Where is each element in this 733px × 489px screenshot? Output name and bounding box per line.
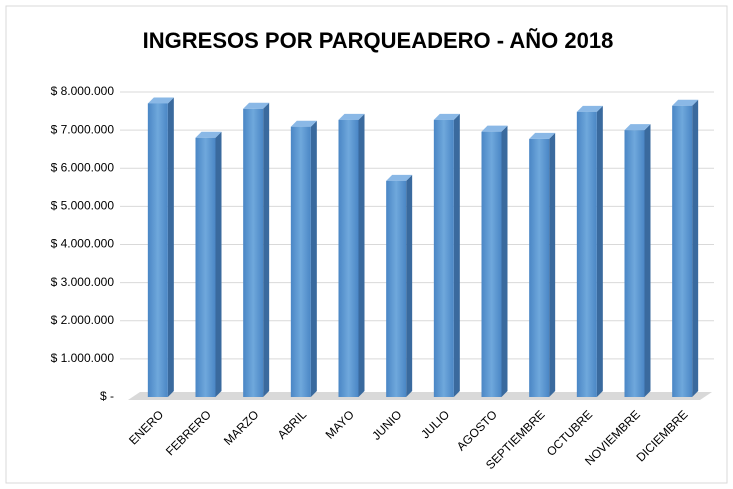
bar	[386, 180, 407, 397]
bar-top	[386, 174, 413, 181]
bar-top	[195, 131, 222, 138]
bar	[576, 111, 597, 397]
bar-top	[433, 113, 460, 120]
bar	[338, 119, 359, 398]
bar	[481, 131, 502, 397]
bar	[195, 137, 216, 397]
bar	[433, 119, 454, 398]
y-tick-label: $ 1.000.000	[51, 351, 115, 365]
bar	[147, 103, 168, 397]
bar-top	[481, 125, 508, 132]
bar-side	[263, 102, 270, 398]
bar	[290, 126, 311, 397]
y-tick-label: $ -	[100, 389, 114, 403]
bar	[672, 105, 693, 397]
bar-top	[529, 132, 556, 139]
bar	[624, 130, 645, 397]
bar-top	[147, 97, 174, 104]
bar-side	[692, 99, 699, 397]
y-tick-label: $ 8.000.000	[51, 84, 115, 98]
y-tick-label: $ 6.000.000	[51, 160, 115, 174]
y-tick-label: $ 3.000.000	[51, 275, 115, 289]
bar-top	[243, 102, 270, 109]
floor	[128, 392, 712, 400]
y-tick-label: $ 7.000.000	[51, 122, 115, 136]
y-tick-label: $ 5.000.000	[51, 199, 115, 213]
y-tick-label: $ 4.000.000	[51, 237, 115, 251]
bar-top	[624, 124, 651, 131]
bar-side	[644, 124, 651, 397]
bar	[529, 138, 550, 398]
chart-title: INGRESOS POR PARQUEADERO - AÑO 2018	[143, 28, 614, 53]
bar-side	[549, 132, 556, 398]
bar-top	[672, 99, 699, 106]
bar-side	[215, 131, 222, 397]
bar-side	[406, 174, 413, 397]
bar-side	[596, 105, 603, 397]
bar-top	[290, 120, 317, 127]
bar-side	[501, 125, 508, 398]
bar	[243, 108, 264, 398]
bar-side	[167, 97, 174, 397]
bar-top	[576, 105, 603, 112]
bar-side	[358, 113, 365, 398]
bar-side	[310, 120, 317, 397]
bar-top	[338, 113, 365, 120]
bar-side	[453, 113, 460, 398]
y-tick-label: $ 2.000.000	[51, 313, 115, 327]
